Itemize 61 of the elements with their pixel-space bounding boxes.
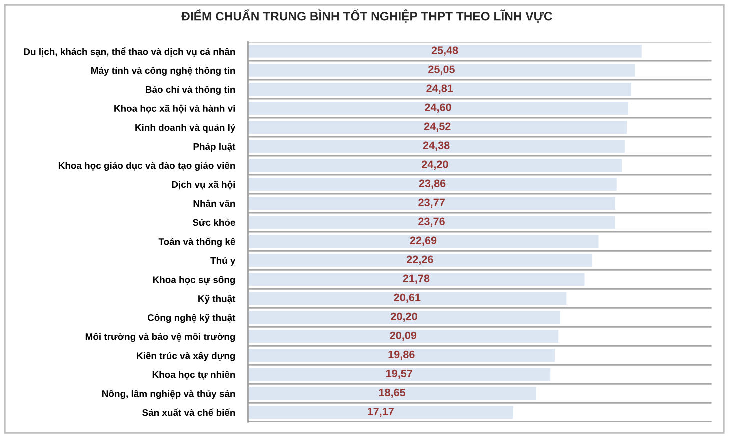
bar [248, 368, 551, 382]
bar [248, 159, 622, 172]
data-label: 19,86 [388, 350, 415, 360]
data-label: 20,09 [390, 332, 417, 342]
y-tick-label: Du lịch, khách sạn, thể thao và dịch vụ cá nhân [24, 48, 236, 57]
y-tick-label: Kiến trúc và xây dựng [137, 352, 236, 362]
y-tick-label: Kỹ thuật [198, 295, 236, 304]
bar [248, 44, 642, 58]
y-tick-label: Khoa học sự sống [153, 276, 236, 286]
bar [248, 197, 616, 210]
y-tick-label: Sản xuất và chế biến [142, 408, 236, 416]
data-label: 21,78 [403, 274, 430, 284]
y-tick-label: Nhân văn [194, 200, 236, 208]
bar [248, 235, 599, 248]
data-label: 19,57 [386, 370, 412, 380]
data-label: 24,81 [426, 84, 454, 94]
bar [248, 406, 514, 420]
data-label: 23,86 [419, 180, 446, 189]
data-label: 23,76 [418, 218, 445, 228]
data-label: 22,69 [410, 236, 437, 246]
y-tick-label: Công nghệ kỹ thuật [148, 314, 236, 324]
y-tick-label: Báo chí và thông tin [146, 86, 236, 95]
y-tick-label: Kinh doanh và quản lý [136, 124, 236, 133]
bar [248, 311, 560, 324]
bar [248, 387, 536, 400]
bar [248, 330, 559, 344]
y-tick-label: Sức khỏe [192, 218, 236, 226]
y-tick-label: Nông, lâm nghiệp và thủy sản [102, 390, 236, 400]
data-label: 24,20 [422, 160, 448, 170]
y-tick-label: Toán và thống kê [158, 238, 236, 248]
y-tick-label: Môi trường và bảo vệ môi trường [86, 333, 236, 342]
bar [248, 254, 592, 268]
data-label: 17,17 [368, 408, 394, 418]
bar [248, 140, 625, 153]
data-label: 25,48 [432, 46, 458, 56]
data-label: 24,38 [423, 142, 450, 151]
chart-title: ĐIỂM CHUẨN TRUNG BÌNH TỐT NGHIỆP THPT THEO LĨNH VỰC [182, 10, 552, 23]
data-label: 24,60 [425, 104, 452, 113]
y-tick-label: Khoa học xã hội và hành vi [114, 104, 236, 114]
data-label: 25,05 [428, 66, 455, 75]
data-label: 20,20 [391, 312, 418, 322]
data-label: 23,77 [418, 198, 445, 208]
y-tick-label: Pháp luật [194, 142, 236, 152]
bar [248, 64, 636, 77]
bar [248, 102, 628, 115]
y-tick-label: Khoa học giáo dục và đào tạo giáo viên [58, 162, 236, 172]
bar [248, 83, 632, 96]
bar [248, 121, 628, 134]
y-tick-label: Thú y [210, 257, 236, 266]
data-label: 20,61 [394, 294, 421, 304]
bar [248, 178, 617, 191]
data-label: 18,65 [379, 388, 406, 398]
y-tick-label: Máy tính và công nghệ thông tin [92, 66, 236, 76]
bar [248, 349, 556, 362]
bar [248, 216, 616, 230]
data-label: 22,26 [407, 256, 434, 266]
bar [248, 292, 567, 306]
bar [248, 273, 585, 286]
y-tick-label: Khoa học tự nhiên [152, 370, 236, 380]
data-label: 24,52 [424, 122, 451, 132]
y-tick-label: Dịch vụ xã hội [172, 180, 236, 190]
